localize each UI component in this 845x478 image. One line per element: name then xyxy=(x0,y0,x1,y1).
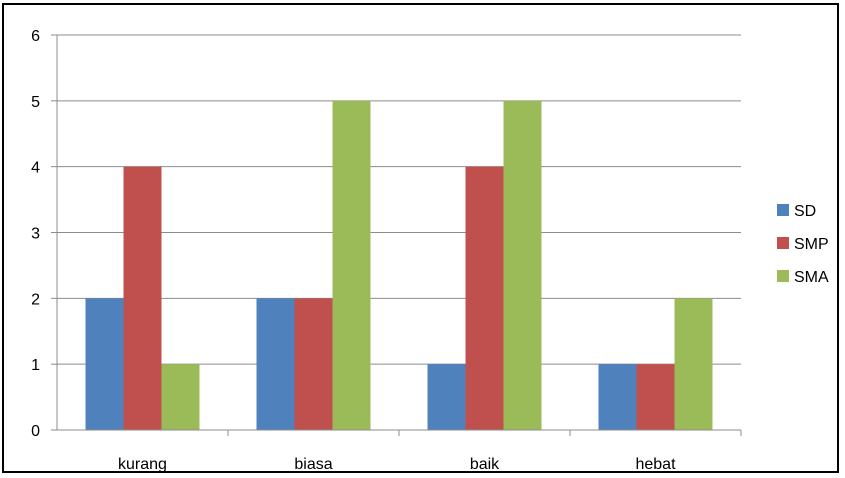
bar-sd-biasa xyxy=(256,298,295,430)
y-tick-label-6: 6 xyxy=(31,28,40,45)
y-tick-label-5: 5 xyxy=(31,94,40,111)
legend-swatch-sd xyxy=(777,204,789,216)
bar-smp-kurang xyxy=(123,166,162,430)
x-tick-label-kurang: kurang xyxy=(118,456,167,473)
bar-sma-kurang xyxy=(161,364,200,430)
x-tick-label-baik: baik xyxy=(470,456,500,473)
y-tick-label-0: 0 xyxy=(31,423,40,440)
bar-sd-hebat xyxy=(598,364,637,430)
tick-labels: 0 1 2 3 4 5 6 kurang biasa baik hebat xyxy=(31,28,742,473)
bar-sd-baik xyxy=(427,364,466,430)
bar-sma-baik xyxy=(503,100,542,430)
bar-smp-baik xyxy=(465,166,504,430)
legend-label-sma: SMA xyxy=(794,269,829,286)
y-tick-label-1: 1 xyxy=(31,357,40,374)
x-tick-label-biasa: biasa xyxy=(294,456,332,473)
legend: SD SMP SMA xyxy=(777,203,829,286)
x-tick-label-hebat: hebat xyxy=(635,456,676,473)
y-tick-label-3: 3 xyxy=(31,226,40,243)
y-tick-label-2: 2 xyxy=(31,291,40,308)
bar-smp-hebat xyxy=(636,364,675,430)
legend-label-smp: SMP xyxy=(794,236,829,253)
legend-label-sd: SD xyxy=(794,203,816,220)
bar-sma-biasa xyxy=(332,100,371,430)
legend-swatch-smp xyxy=(777,237,789,249)
legend-swatch-sma xyxy=(777,270,789,282)
bar-sma-hebat xyxy=(674,298,713,430)
bars xyxy=(85,100,713,430)
y-tick-label-4: 4 xyxy=(31,160,40,177)
bar-smp-biasa xyxy=(294,298,333,430)
bar-sd-kurang xyxy=(85,298,124,430)
